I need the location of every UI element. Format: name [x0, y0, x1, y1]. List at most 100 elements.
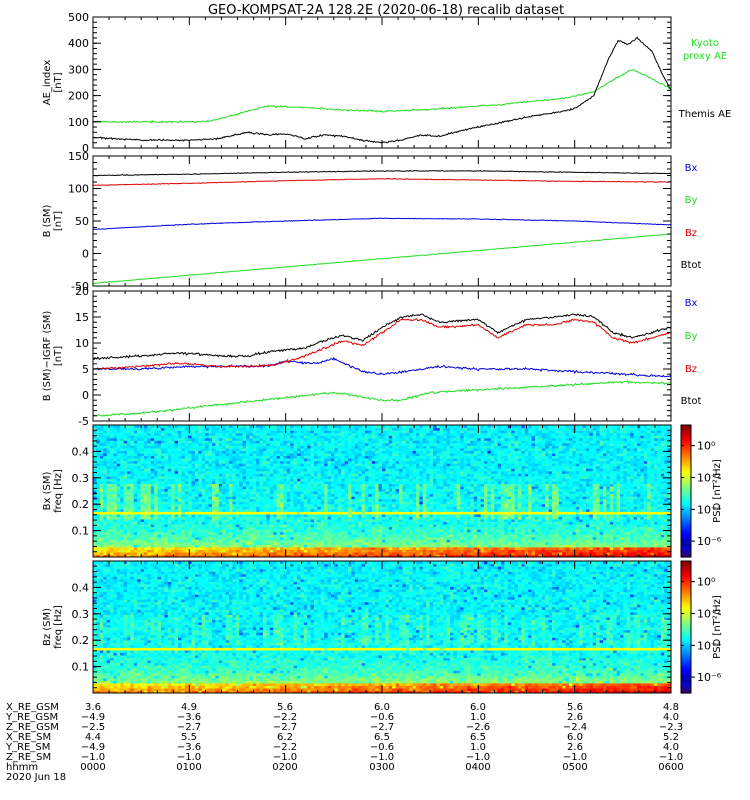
spectrogram-cell — [133, 493, 138, 497]
spectrogram-cell — [174, 458, 179, 462]
spectrogram-cell — [140, 526, 145, 530]
spectrogram-cell — [358, 544, 363, 548]
spectrogram-cell — [378, 480, 383, 484]
spectrogram-cell — [327, 430, 332, 434]
spectrogram-cell — [133, 534, 138, 538]
spectrogram-cell — [133, 536, 138, 540]
spectrogram-cell — [222, 460, 227, 464]
spectrogram-cell — [337, 541, 342, 545]
spectrogram-cell — [276, 480, 281, 484]
spectrogram-cell — [218, 458, 223, 462]
spectrogram-cell — [184, 478, 189, 482]
spectrogram-cell — [375, 498, 380, 502]
spectrogram-cell — [174, 526, 179, 530]
spectrogram-cell — [327, 493, 332, 497]
spectrogram-cell — [256, 452, 261, 457]
spectrogram-cell — [375, 447, 380, 451]
spectrogram-cell — [280, 521, 284, 525]
spectrogram-cell — [371, 442, 376, 446]
spectrogram-cell — [331, 539, 335, 543]
spectrogram-cell — [167, 521, 172, 525]
spectrogram-cell — [167, 506, 172, 510]
spectrogram-cell — [188, 450, 193, 454]
spectrogram-cell — [239, 536, 244, 540]
spectrogram-cell — [103, 501, 108, 505]
spectrogram-cell — [375, 544, 380, 548]
spectrogram-cell — [215, 549, 220, 553]
spectrogram-cell — [388, 516, 393, 520]
spectrogram-cell — [133, 485, 138, 490]
spectrogram-cell — [246, 425, 250, 429]
spectrogram-cell — [334, 475, 339, 479]
spectrogram-cell — [314, 452, 318, 457]
spectrogram-cell — [99, 501, 104, 505]
spectrogram-cell — [375, 452, 380, 457]
spectrogram-cell — [290, 518, 295, 523]
spectrogram-cell — [293, 521, 298, 525]
spectrogram-cell — [147, 531, 152, 535]
spectrogram-cell — [191, 513, 196, 517]
spectrogram-cell — [382, 498, 386, 502]
spectrogram-cell — [290, 501, 295, 505]
spectrogram-cell — [208, 447, 213, 451]
spectrogram-cell — [178, 508, 182, 512]
spectrogram-cell — [290, 546, 295, 550]
spectrogram-cell — [198, 546, 203, 550]
spectrogram-cell — [331, 427, 335, 431]
spectrogram-cell — [252, 455, 257, 459]
spectrogram-cell — [171, 501, 176, 505]
spectrogram-cell — [133, 491, 138, 495]
spectrogram-cell — [235, 430, 240, 434]
spectrogram-cell — [157, 437, 162, 441]
spectrogram-cell — [147, 524, 152, 528]
spectrogram-cell — [249, 458, 254, 462]
spectrogram-cell — [337, 491, 342, 495]
spectrogram-cell — [354, 445, 359, 449]
spectrogram-cell — [127, 427, 131, 431]
spectrogram-cell — [120, 450, 125, 454]
spectrogram-cell — [96, 480, 101, 484]
spectrogram-cell — [212, 496, 216, 500]
spectrogram-cell — [263, 531, 267, 535]
spectrogram-cell — [239, 516, 244, 520]
spectrogram-cell — [303, 518, 308, 523]
spectrogram-cell — [293, 546, 298, 550]
spectrogram-cell — [212, 526, 216, 530]
spectrogram-cell — [249, 425, 254, 429]
spectrogram-cell — [154, 549, 159, 553]
spectrogram-cell — [324, 478, 329, 482]
spectrogram-cell — [201, 506, 206, 510]
spectrogram-cell — [354, 427, 359, 431]
spectrogram-cell — [229, 493, 233, 497]
spectrogram-cell — [341, 468, 346, 472]
spectrogram-cell — [113, 463, 118, 467]
spectrogram-cell — [123, 496, 128, 500]
spectrogram-cell — [242, 524, 247, 528]
spectrogram-cell — [354, 430, 359, 434]
spectrogram-cell — [317, 465, 322, 469]
spectrogram-cell — [167, 526, 172, 530]
spectrogram-cell — [317, 463, 322, 467]
spectrogram-cell — [195, 478, 199, 482]
spectrogram-cell — [300, 463, 305, 467]
spectrogram-cell — [246, 470, 250, 474]
spectrogram-cell — [354, 470, 359, 474]
legend-entry: By — [685, 195, 698, 206]
spectrogram-cell — [116, 478, 121, 482]
spectrogram-cell — [361, 541, 366, 545]
spectrogram-cell — [106, 491, 111, 495]
spectrogram-cell — [303, 485, 308, 490]
spectrogram-cell — [222, 521, 227, 525]
spectrogram-cell — [188, 516, 193, 520]
y-tick-label: 300 — [68, 63, 89, 76]
spectrogram-cell — [256, 435, 261, 439]
spectrogram-cell — [198, 485, 203, 490]
spectrogram-cell — [375, 460, 380, 464]
spectrogram-cell — [201, 470, 206, 474]
spectrogram-cell — [290, 430, 295, 434]
spectrogram-cell — [263, 460, 267, 464]
spectrogram-cell — [303, 437, 308, 441]
spectrogram-cell — [116, 440, 121, 444]
spectrogram-cell — [256, 526, 261, 530]
spectrogram-cell — [280, 541, 284, 545]
